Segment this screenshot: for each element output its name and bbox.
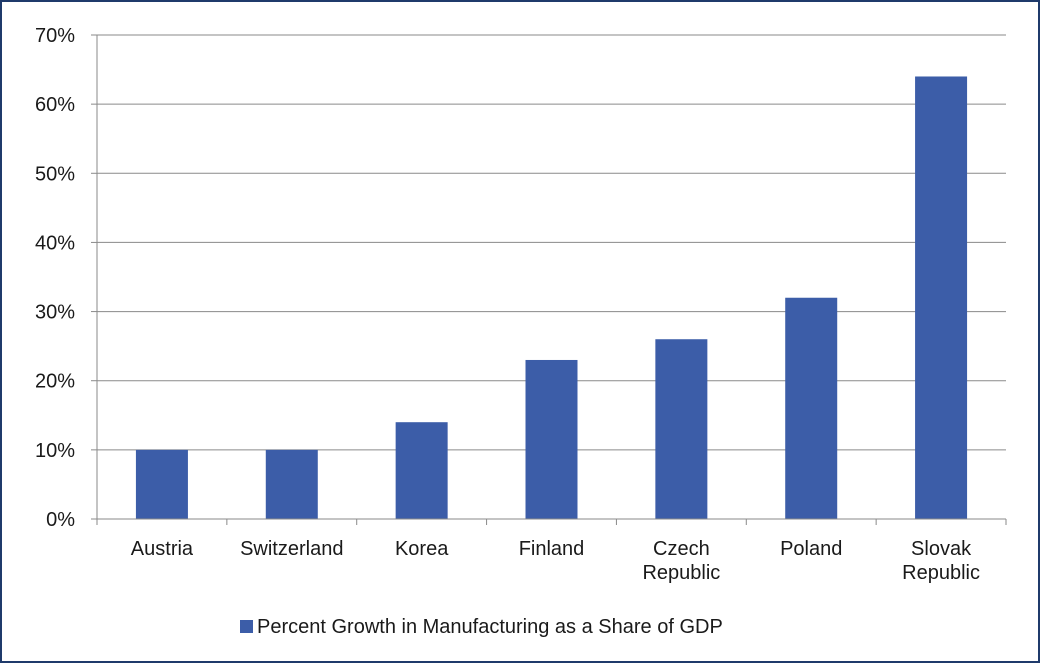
bar	[265, 449, 318, 519]
y-axis-ticks: 0% 10% 20% 30% 40% 50% 60% 70%	[35, 25, 97, 531]
category-label: Poland	[780, 538, 842, 560]
category-label: Switzerland	[240, 538, 343, 560]
y-tick-label: 60%	[35, 94, 75, 116]
x-axis	[96, 35, 1007, 525]
y-tick-label: 70%	[35, 25, 75, 47]
bar	[655, 339, 708, 519]
bar	[525, 359, 578, 519]
y-tick-label: 0%	[46, 509, 75, 531]
gridlines	[97, 34, 1006, 451]
category-label: Austria	[131, 538, 194, 560]
y-tick-label: 50%	[35, 163, 75, 185]
category-label: Slovak Republic	[902, 538, 980, 584]
bar	[395, 422, 448, 519]
bars	[135, 76, 968, 519]
y-tick-label: 30%	[35, 302, 75, 324]
y-tick-label: 10%	[35, 440, 75, 462]
category-labels: Austria Switzerland Korea Finland Czech Repub…	[131, 538, 980, 584]
legend-label: Percent Growth in Manufacturing as a Sha…	[257, 616, 723, 638]
category-label: Czech Republic	[642, 538, 720, 584]
y-tick-label: 40%	[35, 232, 75, 254]
legend: Percent Growth in Manufacturing as a Sha…	[240, 616, 723, 638]
category-label: Korea	[395, 538, 449, 560]
bar	[915, 76, 968, 519]
bar	[785, 297, 838, 519]
category-label: Finland	[519, 538, 585, 560]
y-tick-label: 20%	[35, 371, 75, 393]
legend-swatch	[240, 620, 253, 633]
bar	[135, 449, 188, 519]
